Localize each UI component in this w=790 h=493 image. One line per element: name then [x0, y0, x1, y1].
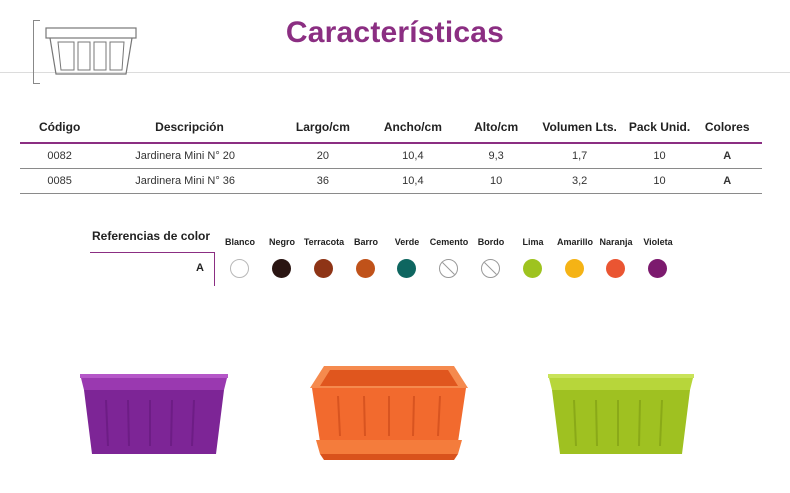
swatch-label-bordo: Bordo: [477, 237, 505, 247]
cell-descripcion: Jardinera Mini N° 36: [99, 168, 280, 194]
color-references-divider: [90, 252, 215, 253]
planter-outline-icon: [45, 27, 137, 75]
planter-violeta-image: [80, 374, 228, 454]
col-header-ancho: Ancho/cm: [366, 112, 460, 144]
cell-alto: 10: [459, 168, 533, 194]
cell-colores: A: [692, 168, 762, 194]
swatch-label-amarillo: Amarillo: [556, 237, 593, 247]
cell-pack: 10: [626, 168, 693, 194]
swatch-label-violeta: Violeta: [643, 237, 673, 247]
page-title: Características: [285, 16, 505, 49]
cell-descripcion: Jardinera Mini N° 20: [99, 143, 280, 169]
swatch-label-terracota: Terracota: [303, 237, 345, 247]
swatch-negro: [272, 259, 291, 278]
header-divider: [0, 72, 790, 73]
swatch-cemento-unavailable: [439, 259, 458, 278]
swatch-label-verde: Verde: [394, 237, 420, 247]
swatch-label-blanco: Blanco: [224, 237, 255, 247]
col-header-largo: Largo/cm: [279, 112, 367, 144]
col-header-volumen: Volumen Lts.: [532, 112, 627, 144]
cell-colores: A: [692, 143, 762, 169]
col-header-alto: Alto/cm: [459, 112, 533, 144]
cell-ancho: 10,4: [366, 168, 460, 194]
col-header-colores: Colores: [692, 112, 762, 144]
col-header-codigo: Código: [20, 112, 100, 144]
swatch-blanco: [230, 259, 249, 278]
cell-volumen: 3,2: [532, 168, 627, 194]
swatch-barro: [356, 259, 375, 278]
swatch-verde: [397, 259, 416, 278]
swatch-violeta: [648, 259, 667, 278]
table-row: 0082 Jardinera Mini N° 20 20 10,4 9,3 1,…: [20, 143, 762, 169]
cell-volumen: 1,7: [532, 143, 627, 169]
swatch-amarillo: [565, 259, 584, 278]
cell-codigo: 0085: [20, 168, 100, 194]
col-header-descripcion: Descripción: [99, 112, 280, 144]
cell-largo: 36: [279, 168, 367, 194]
swatch-lima: [523, 259, 542, 278]
color-row-label: A: [196, 262, 204, 274]
table-row: 0085 Jardinera Mini N° 36 36 10,4 10 3,2…: [20, 168, 762, 194]
swatch-label-barro: Barro: [353, 237, 378, 247]
specs-table: Código Descripción Largo/cm Ancho/cm Alt…: [20, 112, 762, 194]
swatch-label-cemento: Cemento: [429, 237, 469, 247]
cell-ancho: 10,4: [366, 143, 460, 169]
cell-largo: 20: [279, 143, 367, 169]
swatch-naranja: [606, 259, 625, 278]
color-references-title: Referencias de color: [92, 229, 211, 243]
swatch-label-lima: Lima: [522, 237, 544, 247]
col-header-pack: Pack Unid.: [626, 112, 693, 144]
swatch-label-negro: Negro: [268, 237, 295, 247]
color-references-vdivider: [214, 252, 215, 286]
table-header-row: Código Descripción Largo/cm Ancho/cm Alt…: [20, 112, 762, 144]
cell-pack: 10: [626, 143, 693, 169]
cell-codigo: 0082: [20, 143, 100, 169]
swatch-terracota: [314, 259, 333, 278]
swatch-label-naranja: Naranja: [599, 237, 633, 247]
swatch-bordo-unavailable: [481, 259, 500, 278]
planter-lima-image: [548, 374, 694, 454]
planter-naranja-image: [310, 366, 468, 460]
header-bracket: [33, 20, 40, 84]
cell-alto: 9,3: [459, 143, 533, 169]
